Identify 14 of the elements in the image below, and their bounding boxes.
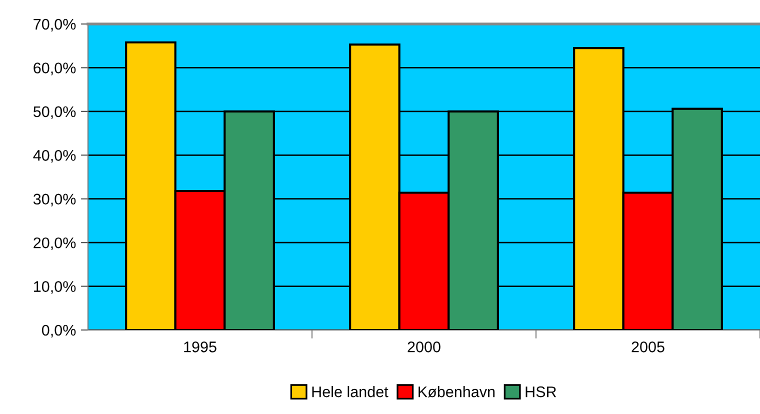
- x-tick-label: 2005: [632, 342, 664, 352]
- y-tick-label: 40,0%: [33, 150, 76, 163]
- y-tick-label: 50,0%: [33, 106, 76, 119]
- y-tick-label: 10,0%: [34, 281, 76, 294]
- x-tick-label: 1995: [184, 342, 216, 352]
- legend-label: HSR: [526, 386, 556, 398]
- legend-label: Hele landet: [312, 386, 388, 398]
- y-tick-label: 30,0%: [33, 194, 76, 206]
- y-tick-label: 20,0%: [34, 237, 76, 250]
- y-tick-label: 60,0%: [34, 62, 76, 76]
- y-tick-label: 0,0%: [42, 324, 76, 338]
- y-tick-label: 70,0%: [34, 18, 76, 32]
- legend-label: København: [418, 386, 495, 398]
- x-tick-label: 2000: [408, 342, 440, 352]
